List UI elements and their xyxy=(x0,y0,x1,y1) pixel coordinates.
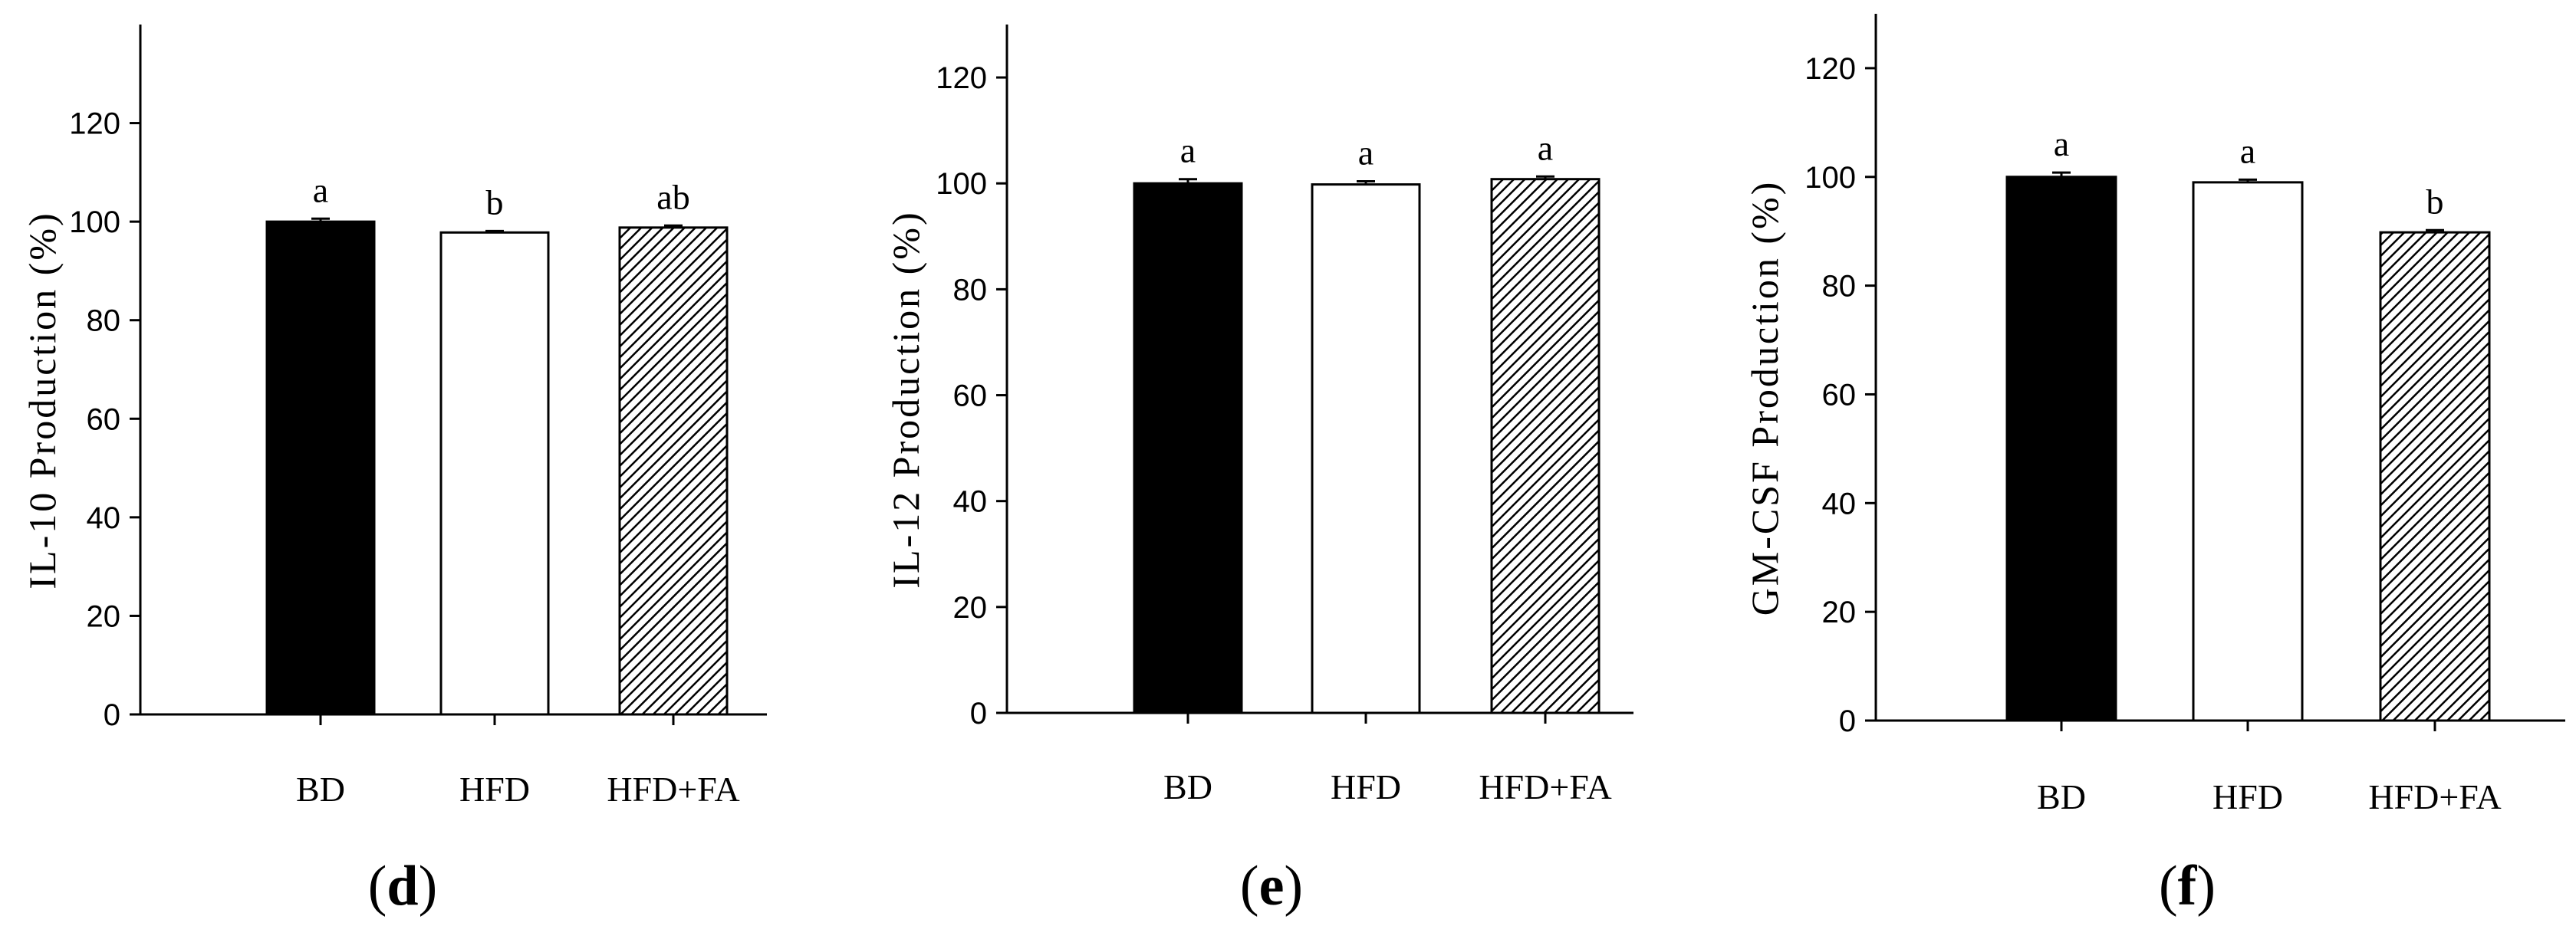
bar-hfd xyxy=(439,231,550,716)
x-tick-label: HFD xyxy=(1331,767,1401,806)
y-tick-label: 0 xyxy=(104,698,120,732)
significance-label: a xyxy=(313,170,328,209)
bar-hfd-fa xyxy=(618,226,729,716)
significance-label: a xyxy=(1538,128,1553,167)
x-tick-label: HFD xyxy=(459,770,530,809)
chart-panel-e: 0 20 40 60 80 100 120 IL-12 Production (%) BD a HF… xyxy=(884,25,1633,918)
y-tick-label: 60 xyxy=(87,402,121,436)
y-tick-label: 0 xyxy=(1839,704,1856,738)
y-axis-title: IL-10 Production (%) xyxy=(21,211,64,589)
y-tick-label: 120 xyxy=(1805,52,1856,86)
significance-label: b xyxy=(2426,182,2444,221)
y-axis-title: IL-12 Production (%) xyxy=(884,210,927,588)
y-tick-label: 100 xyxy=(1805,161,1856,195)
y-tick-label: 80 xyxy=(1822,270,1857,304)
y-tick-label: 20 xyxy=(1822,596,1857,629)
significance-label: b xyxy=(486,182,504,222)
y-tick-label: 20 xyxy=(953,591,988,625)
bar-hfd-fa xyxy=(2379,231,2491,722)
y-tick-label: 80 xyxy=(953,273,988,307)
bar-hfd xyxy=(1311,183,1421,714)
x-tick-label: HFD+FA xyxy=(607,770,739,809)
x-tick-label: HFD xyxy=(2212,777,2283,816)
significance-label: a xyxy=(1358,133,1374,172)
y-tick-label: 40 xyxy=(953,485,988,519)
y-tick-label: 100 xyxy=(69,205,120,239)
significance-label: a xyxy=(2054,124,2069,163)
bar-hfd xyxy=(2192,181,2304,722)
x-tick-label: BD xyxy=(1163,767,1212,806)
x-tick-label: HFD+FA xyxy=(2368,777,2501,816)
significance-label: a xyxy=(2240,131,2255,170)
y-tick-label: 40 xyxy=(87,501,121,535)
panel-label: (f) xyxy=(2159,855,2216,918)
y-tick-label: 100 xyxy=(936,167,987,201)
bar-hfd-fa xyxy=(1490,178,1601,714)
y-tick-label: 20 xyxy=(87,599,121,633)
y-tick-label: 0 xyxy=(970,697,987,731)
chart-panel-d: 0 20 40 60 80 100 120 IL-10 Production (%) BD a HF… xyxy=(21,25,767,918)
bar-bd xyxy=(1133,182,1243,714)
x-tick-label: BD xyxy=(296,770,345,809)
y-tick-label: 40 xyxy=(1822,487,1857,520)
y-tick-label: 60 xyxy=(1822,378,1857,412)
bar-bd xyxy=(265,220,376,716)
y-tick-label: 120 xyxy=(69,107,120,141)
y-axis-title: GM-CSF Production (%) xyxy=(1743,180,1786,616)
y-tick-label: 80 xyxy=(87,304,121,338)
y-tick-label: 60 xyxy=(953,379,988,413)
bar-bd xyxy=(2005,176,2117,722)
panel-label: (d) xyxy=(368,855,437,918)
y-tick-label: 120 xyxy=(936,61,987,95)
chart-panel-f: 0 20 40 60 80 100 120 GM-CSF Production (%) BD a H… xyxy=(1743,14,2565,918)
x-tick-label: BD xyxy=(2037,777,2086,816)
x-tick-label: HFD+FA xyxy=(1479,767,1611,806)
significance-label: a xyxy=(1180,131,1196,170)
panel-label: (e) xyxy=(1240,855,1303,918)
significance-label: ab xyxy=(656,177,689,216)
